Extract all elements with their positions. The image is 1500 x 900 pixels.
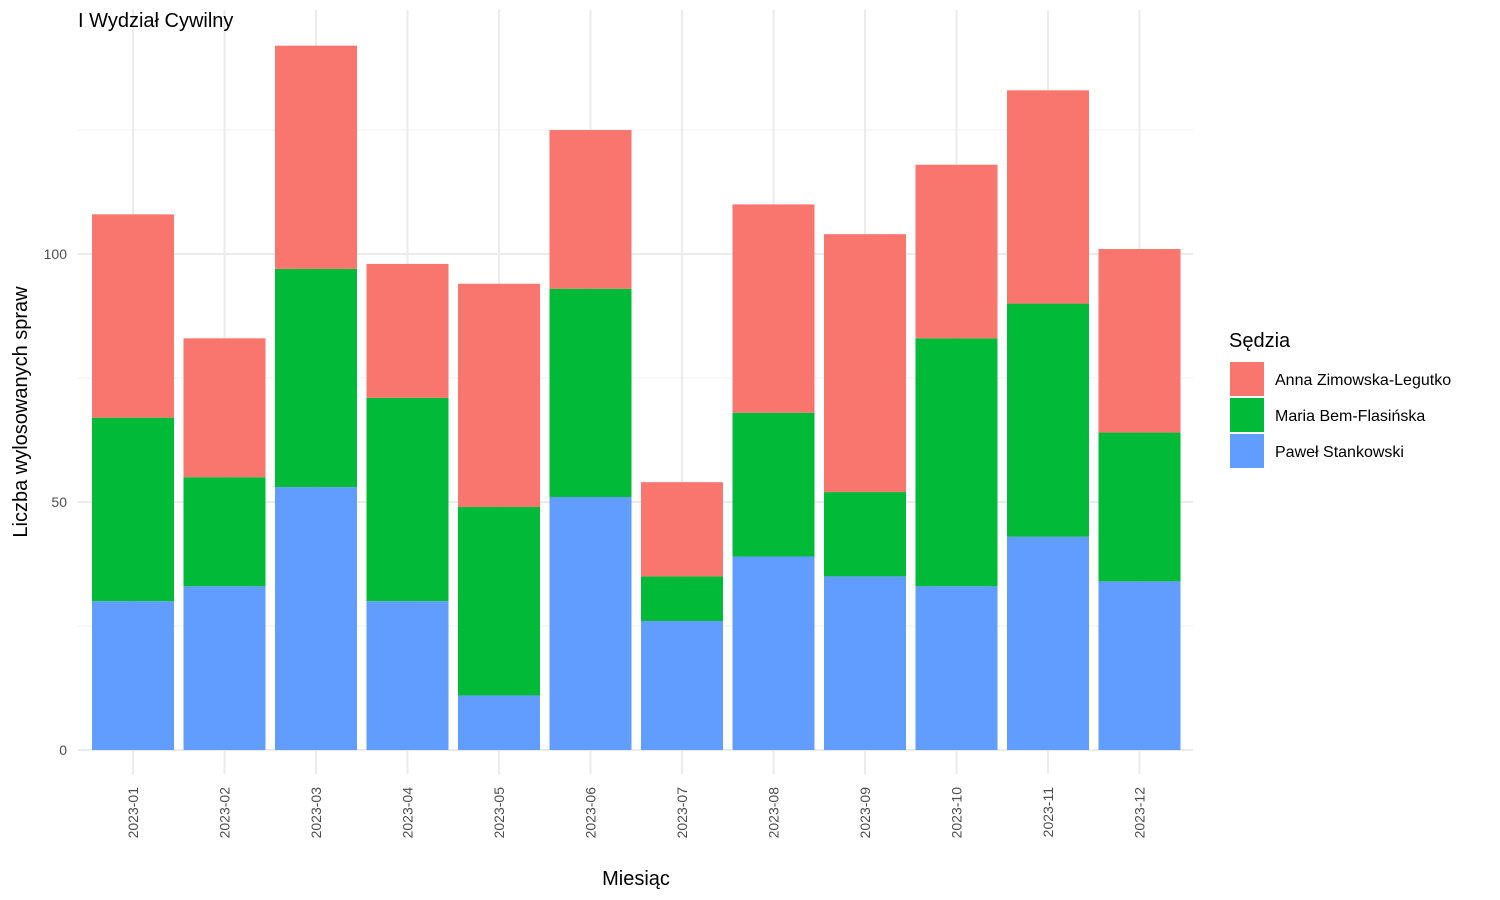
bar-2023-02-anna-zimowska-legutko — [183, 338, 266, 478]
x-tick-label: 2023-09 — [857, 787, 873, 839]
legend-key-anna-zimowska-legutko — [1230, 362, 1264, 396]
bar-2023-05-maria-bem-flasinska — [458, 506, 540, 696]
chart-title: I Wydział Cywilny — [78, 10, 233, 32]
legend-label-pawel-stankowski: Paweł Stankowski — [1275, 444, 1404, 461]
bar-2023-05-pawel-stankowski — [458, 695, 540, 750]
x-tick-label: 2023-10 — [949, 787, 965, 839]
bar-2023-10-pawel-stankowski — [915, 586, 998, 750]
x-tick-label: 2023-12 — [1132, 787, 1148, 839]
x-tick-label: 2023-06 — [583, 787, 599, 839]
bar-2023-06-pawel-stankowski — [549, 497, 632, 750]
x-tick-label: 2023-03 — [308, 787, 324, 839]
bar-2023-08-anna-zimowska-legutko — [732, 204, 815, 413]
y-axis-title: Liczba wylosowanych spraw — [10, 286, 32, 538]
bar-2023-01-maria-bem-flasinska — [92, 417, 174, 602]
bar-2023-12-pawel-stankowski — [1098, 581, 1181, 750]
x-tick-label: 2023-02 — [217, 787, 233, 839]
bar-2023-04-maria-bem-flasinska — [366, 397, 449, 602]
bar-2023-12-anna-zimowska-legutko — [1098, 249, 1181, 433]
bar-2023-03-anna-zimowska-legutko — [275, 45, 357, 269]
bars — [92, 45, 1181, 750]
y-axis-ticks: 0 50 100 — [44, 246, 68, 758]
y-tick-label: 100 — [44, 246, 68, 262]
y-tick-label: 50 — [51, 494, 67, 510]
x-tick-label: 2023-05 — [491, 787, 507, 839]
bar-2023-11-maria-bem-flasinska — [1007, 303, 1089, 537]
bar-2023-09-pawel-stankowski — [824, 576, 906, 750]
bar-2023-03-pawel-stankowski — [275, 487, 357, 750]
bar-2023-05-anna-zimowska-legutko — [458, 283, 540, 507]
bar-2023-07-anna-zimowska-legutko — [641, 482, 723, 577]
bar-2023-02-pawel-stankowski — [183, 586, 266, 750]
bar-2023-06-anna-zimowska-legutko — [549, 130, 632, 289]
x-axis-ticks: 2023-01 2023-02 2023-03 2023-04 2023-05 2023-… — [125, 787, 1148, 839]
bar-2023-01-anna-zimowska-legutko — [92, 214, 174, 418]
x-tick-label: 2023-01 — [125, 787, 141, 839]
legend-key-maria-bem-flasinska — [1230, 398, 1264, 432]
x-tick-label: 2023-08 — [766, 787, 782, 839]
legend-key-pawel-stankowski — [1230, 434, 1264, 468]
bar-2023-07-pawel-stankowski — [641, 621, 723, 750]
legend: Sędzia Anna Zimowska-Legutko Maria Bem-Fl… — [1229, 330, 1451, 468]
x-tick-label: 2023-11 — [1040, 787, 1056, 838]
legend-title: Sędzia — [1229, 330, 1291, 352]
bar-2023-07-maria-bem-flasinska — [641, 576, 723, 622]
bar-2023-10-anna-zimowska-legutko — [915, 164, 998, 339]
bar-2023-09-maria-bem-flasinska — [824, 492, 906, 577]
bar-2023-01-pawel-stankowski — [92, 601, 174, 750]
bar-2023-03-maria-bem-flasinska — [275, 268, 357, 488]
bar-2023-04-anna-zimowska-legutko — [366, 263, 449, 398]
y-tick-label: 0 — [59, 742, 67, 758]
bar-2023-10-maria-bem-flasinska — [915, 338, 998, 587]
bar-2023-09-anna-zimowska-legutko — [824, 234, 906, 493]
bar-2023-11-pawel-stankowski — [1007, 536, 1089, 750]
x-tick-label: 2023-04 — [400, 787, 416, 839]
x-tick-label: 2023-07 — [674, 787, 690, 839]
x-axis-title: Miesiąc — [602, 868, 670, 890]
bar-2023-11-anna-zimowska-legutko — [1007, 90, 1089, 304]
bar-2023-08-pawel-stankowski — [732, 556, 815, 750]
bar-2023-08-maria-bem-flasinska — [732, 412, 815, 557]
bar-2023-02-maria-bem-flasinska — [183, 477, 266, 587]
bar-2023-06-maria-bem-flasinska — [549, 288, 632, 498]
legend-label-maria-bem-flasinska: Maria Bem-Flasińska — [1275, 408, 1425, 425]
bar-2023-04-pawel-stankowski — [366, 601, 449, 750]
legend-label-anna-zimowska-legutko: Anna Zimowska-Legutko — [1275, 372, 1451, 389]
bar-2023-12-maria-bem-flasinska — [1098, 432, 1181, 582]
